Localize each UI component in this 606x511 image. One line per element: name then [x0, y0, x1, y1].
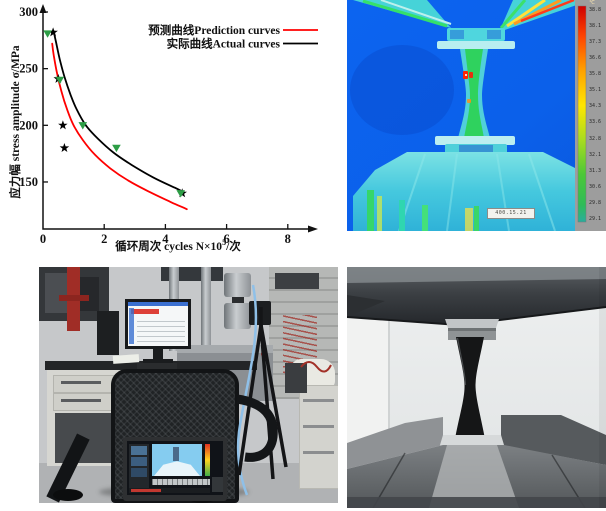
thermal-colorbar [575, 0, 606, 231]
colorbar-unit-label: ℃ [589, 0, 595, 6]
prediction-data-points [43, 30, 185, 198]
colorbar-tick: 32.8 [589, 135, 602, 142]
laptop-thermal-dome [154, 461, 200, 476]
colorbar-tick: 30.6 [589, 183, 602, 190]
x-axis-label-prefix: 循环周次 cycles N×10 [115, 241, 223, 253]
right-rim-wedge [501, 415, 606, 465]
x-axis-label-exponent: 5 [222, 238, 227, 248]
colorbar-tick: 38.1 [589, 23, 602, 30]
colorbar-tick: 38.8 [589, 7, 602, 13]
thermal-upper-right-wedge [499, 0, 591, 32]
colorbar-tick: 35.8 [589, 71, 602, 78]
colorbar-tick: 29.1 [589, 215, 602, 222]
upper-clamp [445, 319, 499, 340]
laptop-thumb-1 [131, 446, 147, 455]
chart-plot-area: 0 2 4 6 8 150 200 250 300 预测曲线Prediction curves实际… [19, 4, 318, 246]
thermal-hotspot [463, 71, 473, 103]
lab-setup-photo [39, 267, 338, 503]
colorbar-tick-labels: 38.8 38.1 37.3 36.6 35.8 35.1 34.3 33.6 32.8 32.1… [589, 8, 605, 222]
laptop-timeline [152, 479, 210, 485]
lab-overlay-lines [236, 284, 332, 496]
thermal-upper-grip [437, 28, 515, 49]
colorbar-tick: 34.3 [589, 103, 602, 110]
colorbar-tick: 32.1 [589, 151, 602, 158]
x-axis-label: 循环周次 cycles N×105/次 [60, 238, 296, 254]
laptop-thermal-specimen [173, 447, 179, 461]
laptop-right-panel [212, 477, 223, 492]
y-tick-label: 250 [19, 62, 38, 76]
legend-label: 实际曲线Actual curves [167, 37, 281, 51]
laptop-sidebar [129, 444, 149, 488]
x-tick-label: 8 [285, 232, 291, 246]
laptop-thumb-2 [131, 457, 147, 466]
grip-specimen-gap [232, 297, 244, 303]
x-tick-label: 4 [162, 232, 169, 246]
y-tick-label: 150 [19, 175, 38, 189]
y-tick-label: 200 [19, 118, 38, 132]
grip-cylinder-lower [224, 303, 251, 329]
thermal-cold-blob [350, 45, 454, 135]
blue-cable [236, 284, 258, 496]
laptop-red-text [131, 489, 161, 492]
monitor-text-lines [137, 317, 185, 343]
keyboard [137, 363, 177, 369]
axes: 0 2 4 6 8 150 200 250 300 [19, 4, 318, 246]
monitor-stand-base [143, 359, 173, 363]
drawer-1-handle [61, 381, 101, 384]
x-tick-label: 0 [40, 232, 46, 246]
series-actual-curve [52, 30, 185, 194]
grip-cylinder-upper [224, 273, 251, 297]
upper-platen [347, 267, 606, 327]
x-tick-label: 6 [223, 232, 229, 246]
dark-instrument-box [285, 363, 307, 393]
sn-fatigue-chart: 0 2 4 6 8 150 200 250 300 预测曲线Prediction curves 实际… [0, 0, 345, 262]
cart-red-cable [300, 361, 332, 373]
fatigue-specimen [455, 337, 485, 439]
cart-drawer-slot-1 [303, 399, 334, 402]
colorbar-tick: 33.6 [589, 119, 602, 126]
lower-dome-anvil [347, 445, 606, 508]
specimen-scene [347, 267, 606, 508]
actual-data-points [48, 27, 187, 198]
thermal-infrared-image: ℃ 38.8 38.1 37.3 36.6 35.8 35.1 34.3 33.6 32.8 32… [347, 0, 606, 231]
monitor-stand [153, 349, 163, 359]
colorbar-tick: 35.1 [589, 87, 602, 94]
thermal-scene [347, 0, 606, 231]
speaker-tower [97, 311, 119, 355]
monitor-sidebar [129, 308, 134, 344]
rack-dark-module [275, 273, 319, 289]
thermal-overlay-label: 400.15.21 [487, 208, 535, 219]
colorbar-tick: 31.3 [589, 167, 602, 174]
drawer-2-handle [61, 399, 101, 402]
machine-column-right [201, 267, 211, 351]
machine-cabinet-top [177, 345, 273, 353]
x-tick-label: 2 [101, 232, 107, 246]
y-tick-label: 300 [19, 5, 38, 19]
monitor-titlebar [128, 302, 188, 306]
chair-wheel-left [53, 489, 83, 501]
specimen-grip-photo [347, 267, 606, 508]
laptop-colorbar [205, 444, 210, 476]
legend-label: 预测曲线Prediction curves [148, 23, 280, 37]
left-rim-wedge [347, 417, 443, 469]
colorbar-tick: 37.3 [589, 39, 602, 46]
thermal-lower-dome [353, 152, 599, 231]
cart-drawer-slot-3 [303, 451, 334, 454]
colorbar-tick: 29.8 [589, 199, 602, 206]
monitor-red-banner [131, 309, 159, 314]
series-prediction-curve [51, 42, 188, 211]
y-axis-label: 应力幅 stress amplitude σ/MPa [10, 45, 22, 199]
thermal-upper-left-wedge [353, 0, 452, 28]
cart-drawer-slot-2 [303, 425, 334, 428]
colorbar-tick: 36.6 [589, 55, 602, 62]
laptop-thumb-3 [131, 468, 147, 477]
red-pipe-crossbar [59, 295, 89, 301]
laptop-status-strip [129, 488, 210, 493]
right-edge-shadow [599, 267, 606, 508]
chair-armrest [236, 394, 278, 462]
lab-shelf-item2 [77, 277, 99, 311]
x-axis-label-suffix: /次 [226, 241, 241, 253]
instrument-cart [299, 385, 338, 489]
